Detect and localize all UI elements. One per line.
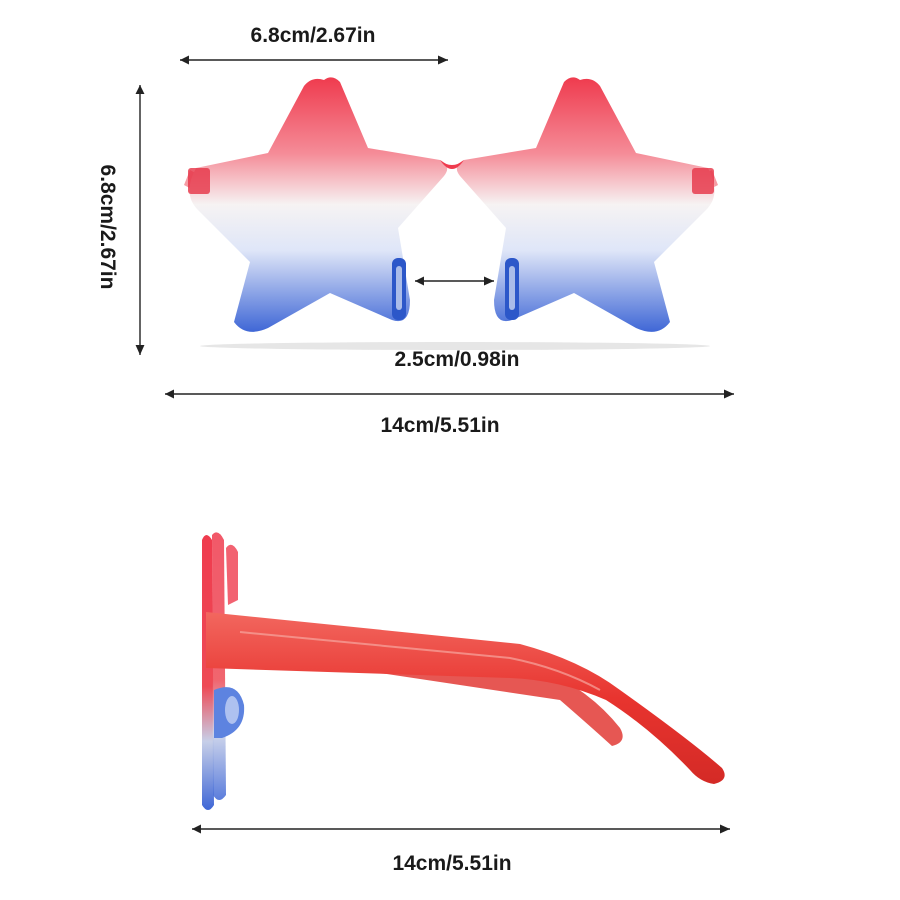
lens-width-dimension: 6.8cm/2.67in: [180, 24, 448, 65]
star-sunglasses-side-icon: [202, 532, 725, 810]
temple-length-label: 14cm/5.51in: [392, 852, 511, 875]
left-star-lens: [189, 77, 448, 332]
lens-width-label: 6.8cm/2.67in: [251, 24, 376, 47]
temple-length-dimension: 14cm/5.51in: [192, 824, 730, 875]
lens-height-label: 6.8cm/2.67in: [96, 165, 119, 290]
right-star-lens: [456, 77, 715, 332]
bridge-width-dimension: 2.5cm/0.98in: [395, 276, 520, 371]
front-width-dimension: 14cm/5.51in: [165, 389, 734, 437]
front-width-label: 14cm/5.51in: [380, 414, 499, 437]
bridge-width-label: 2.5cm/0.98in: [395, 348, 520, 371]
star-sunglasses-front-icon: [184, 77, 718, 350]
lens-height-dimension: 6.8cm/2.67in: [96, 85, 145, 355]
